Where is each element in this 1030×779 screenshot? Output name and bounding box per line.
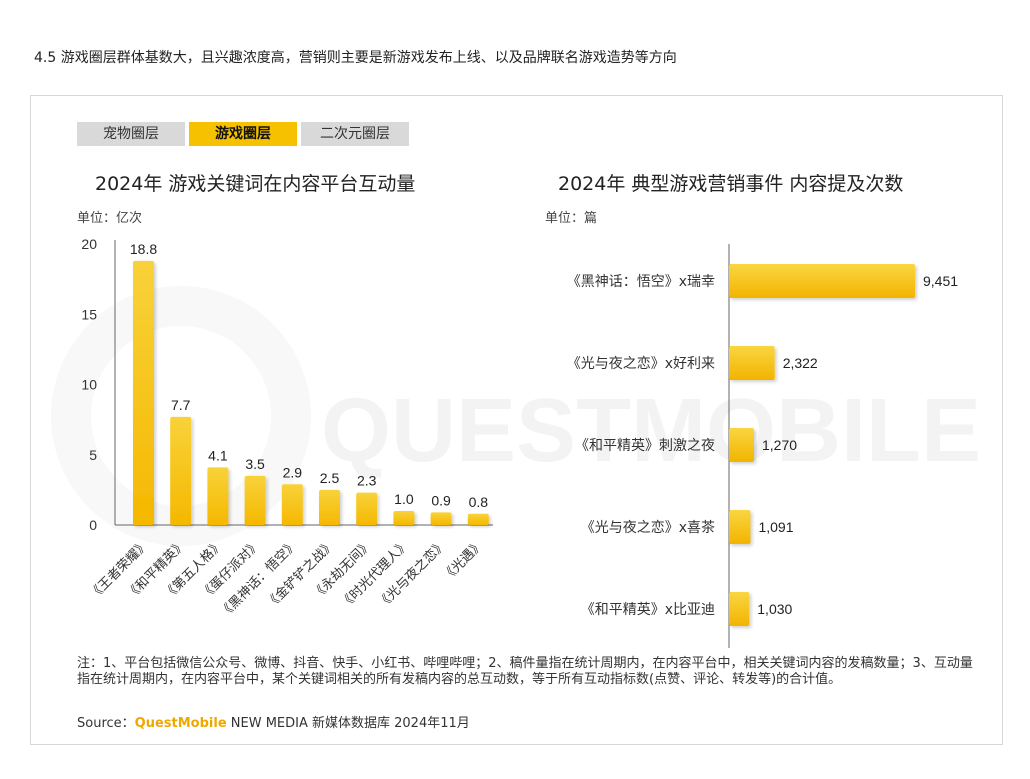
right-chart-title: 2024年 典型游戏营销事件 内容提及次数 — [558, 173, 904, 195]
right-bar-value-label: 1,030 — [757, 601, 792, 617]
left-bar — [430, 512, 452, 525]
left-bar — [244, 475, 266, 525]
right-bar-value-label: 9,451 — [923, 273, 958, 289]
infographic-frame: QUESTMOBILE 宠物圈层 游戏圈层 二次元圈层 2024年 游戏关键词在… — [30, 95, 1003, 745]
right-category-label: 《光与夜之恋》x好利来 — [567, 355, 715, 372]
page-heading: 4.5 游戏圈层群体基数大，且兴趣浓度高，营销则主要是新游戏发布上线、以及品牌联… — [34, 50, 677, 66]
right-category-label: 《和平精英》x比亚迪 — [581, 601, 715, 618]
left-y-tick-label: 0 — [89, 517, 97, 533]
left-chart-title: 2024年 游戏关键词在内容平台互动量 — [95, 173, 416, 195]
source-brand: QuestMobile — [134, 716, 227, 731]
tab-acg[interactable]: 二次元圈层 — [301, 122, 409, 146]
left-y-tick-label: 15 — [81, 306, 97, 322]
left-bar-value-label: 3.5 — [245, 456, 265, 472]
left-y-tick-label: 10 — [81, 377, 97, 393]
left-bar-value-label: 7.7 — [171, 397, 191, 413]
left-bar-value-label: 2.3 — [357, 473, 377, 489]
charts-canvas: 2015105018.8《王者荣耀》7.7《和平精英》4.1《第五人格》3.5《… — [81, 236, 958, 648]
right-bar — [729, 592, 750, 626]
left-chart-unit: 单位：亿次 — [77, 211, 143, 226]
source-line: Source：QuestMobile NEW MEDIA 新媒体数据库 2024… — [77, 712, 470, 731]
left-bar — [133, 260, 154, 525]
right-category-label: 《黑神话：悟空》x瑞幸 — [567, 274, 715, 290]
left-bar-value-label: 0.8 — [469, 494, 489, 510]
left-bar — [281, 484, 303, 525]
source-suffix: NEW MEDIA 新媒体数据库 2024年11月 — [226, 716, 470, 731]
tab-pet[interactable]: 宠物圈层 — [77, 122, 185, 146]
left-bar-value-label: 2.5 — [320, 470, 340, 486]
left-bar-value-label: 4.1 — [208, 447, 228, 463]
left-y-tick-label: 5 — [89, 447, 97, 463]
source-prefix: Source： — [77, 716, 135, 731]
right-bar — [729, 346, 775, 380]
tab-game[interactable]: 游戏圈层 — [189, 122, 297, 146]
left-bar — [467, 513, 489, 525]
right-category-label: 《光与夜之恋》x喜茶 — [581, 519, 715, 536]
footnote: 注：1、平台包括微信公众号、微博、抖音、快手、小红书、哔哩哔哩；2、稿件量指在统… — [77, 656, 973, 687]
right-chart-unit: 单位：篇 — [545, 211, 598, 226]
right-bar-value-label: 1,091 — [758, 519, 793, 535]
left-bar — [170, 416, 192, 525]
circle-tabs: 宠物圈层 游戏圈层 二次元圈层 — [77, 122, 409, 146]
left-bar — [356, 492, 378, 525]
left-y-tick-label: 20 — [81, 236, 97, 252]
right-bar — [729, 510, 751, 544]
left-bar — [319, 489, 340, 525]
left-bar — [207, 467, 229, 525]
left-bar-value-label: 18.8 — [130, 241, 157, 257]
right-bar — [729, 264, 915, 298]
right-bar-value-label: 1,270 — [762, 437, 797, 453]
right-category-label: 《和平精英》刺激之夜 — [575, 437, 715, 454]
left-bar — [393, 510, 415, 525]
left-bar-value-label: 0.9 — [431, 492, 451, 508]
right-bar-value-label: 2,322 — [783, 355, 818, 371]
left-bar-value-label: 1.0 — [394, 491, 414, 507]
left-bar-value-label: 2.9 — [283, 464, 303, 480]
right-bar — [729, 428, 754, 462]
left-category-label: 《光遇》 — [440, 537, 487, 584]
